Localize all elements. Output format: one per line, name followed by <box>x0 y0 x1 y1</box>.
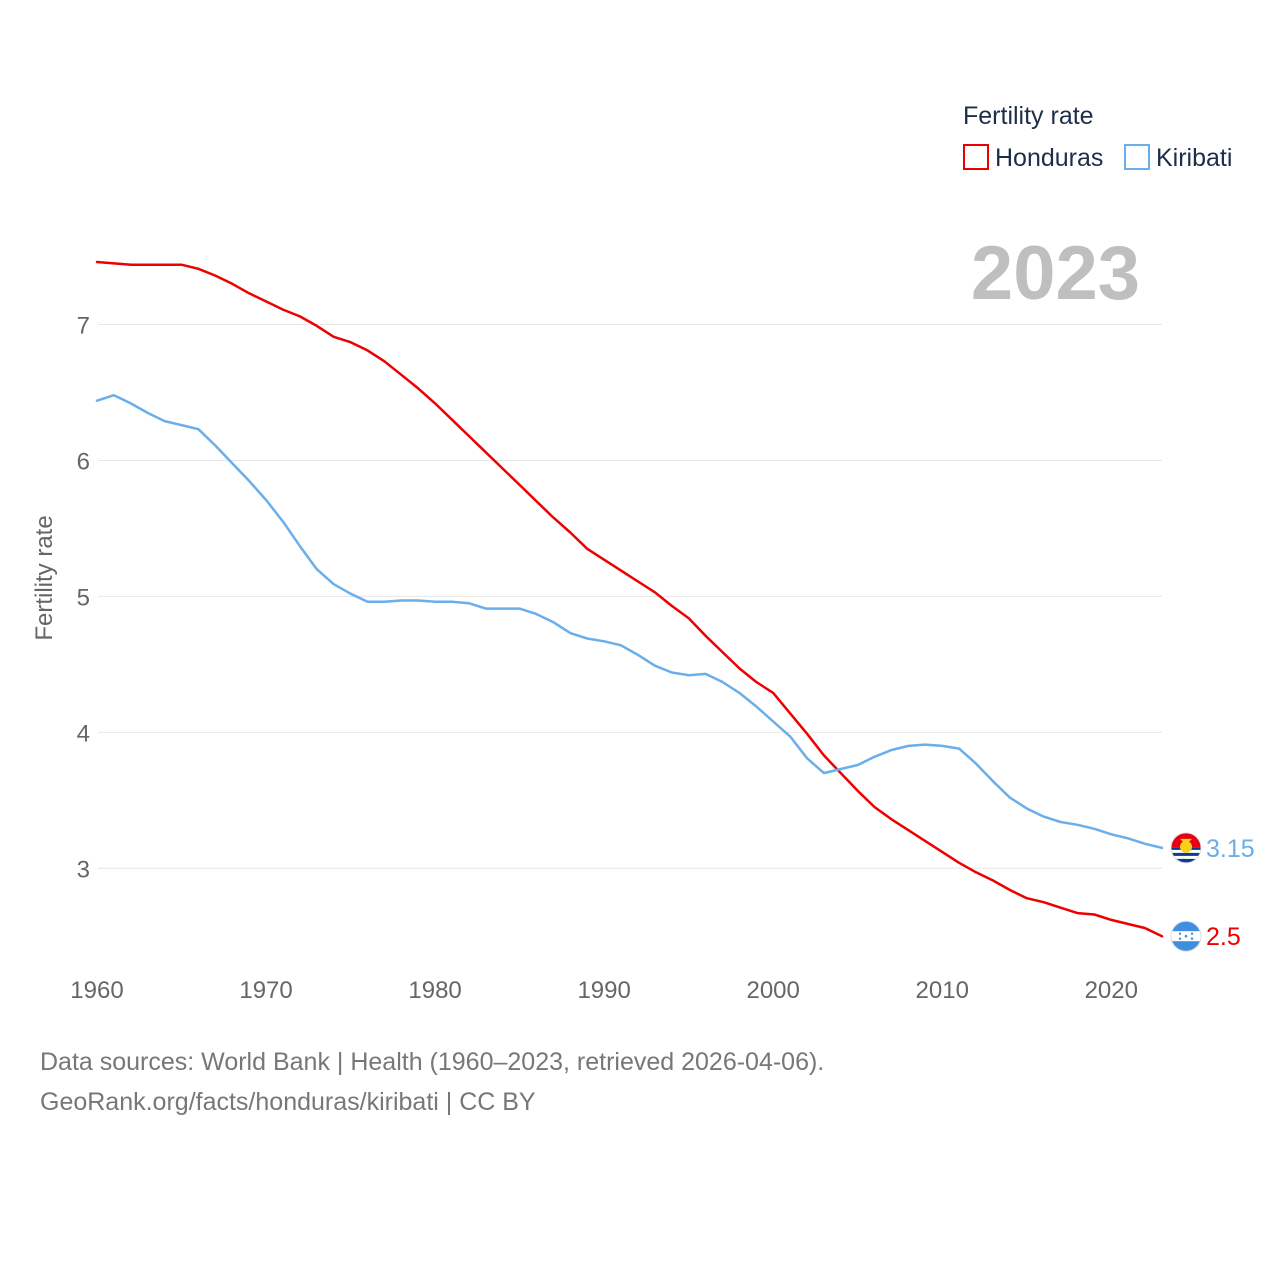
kiribati-flag-icon <box>1170 832 1202 864</box>
y-tick-label-5: 5 <box>77 584 90 611</box>
fertility-rate-chart: 3 4 5 6 7 1960 1970 1980 1990 2000 2010 2020 Ferti… <box>31 102 1255 1004</box>
x-axis-ticks: 1960 1970 1980 1990 2000 2010 2020 <box>70 977 1138 1004</box>
x-tick-label-1970: 1970 <box>239 977 292 1004</box>
x-tick-label-1990: 1990 <box>577 977 630 1004</box>
legend-swatch-kiribati <box>1124 144 1150 170</box>
honduras-flag-icon <box>1170 920 1202 952</box>
current-year-label: 2023 <box>971 231 1140 316</box>
y-tick-label-4: 4 <box>77 720 90 747</box>
x-tick-label-2010: 2010 <box>916 977 969 1004</box>
x-tick-label-2020: 2020 <box>1085 977 1138 1004</box>
x-tick-label-2000: 2000 <box>746 977 799 1004</box>
y-axis-label: Fertility rate <box>31 515 58 640</box>
series-line-honduras <box>95 260 1164 938</box>
legend-title: Fertility rate <box>963 102 1094 130</box>
legend: Fertility rate Honduras Kiribati <box>963 102 1232 172</box>
x-tick-label-1960: 1960 <box>70 977 123 1004</box>
series-line-kiribati <box>95 393 1164 850</box>
legend-item-kiribati[interactable]: Kiribati <box>1124 144 1232 172</box>
legend-swatch-honduras <box>963 144 989 170</box>
attribution-link[interactable]: GeoRank.org/facts/honduras/kiribati | CC… <box>40 1088 536 1116</box>
legend-label-honduras: Honduras <box>995 144 1103 172</box>
footer: Data sources: World Bank | Health (1960–… <box>40 1042 824 1122</box>
kiribati-end-value-label: 3.15 <box>1206 835 1255 863</box>
y-tick-label-3: 3 <box>77 856 90 883</box>
grid-lines <box>98 324 1162 869</box>
x-tick-label-1980: 1980 <box>408 977 461 1004</box>
data-source-note: Data sources: World Bank | Health (1960–… <box>40 1048 825 1076</box>
y-tick-label-7: 7 <box>77 313 90 340</box>
y-axis-ticks: 3 4 5 6 7 <box>77 313 90 884</box>
series-lines <box>95 260 1164 938</box>
y-tick-label-6: 6 <box>77 448 90 475</box>
legend-item-honduras[interactable]: Honduras <box>963 144 1103 172</box>
legend-label-kiribati: Kiribati <box>1156 144 1232 172</box>
honduras-end-value-label: 2.5 <box>1206 923 1241 951</box>
